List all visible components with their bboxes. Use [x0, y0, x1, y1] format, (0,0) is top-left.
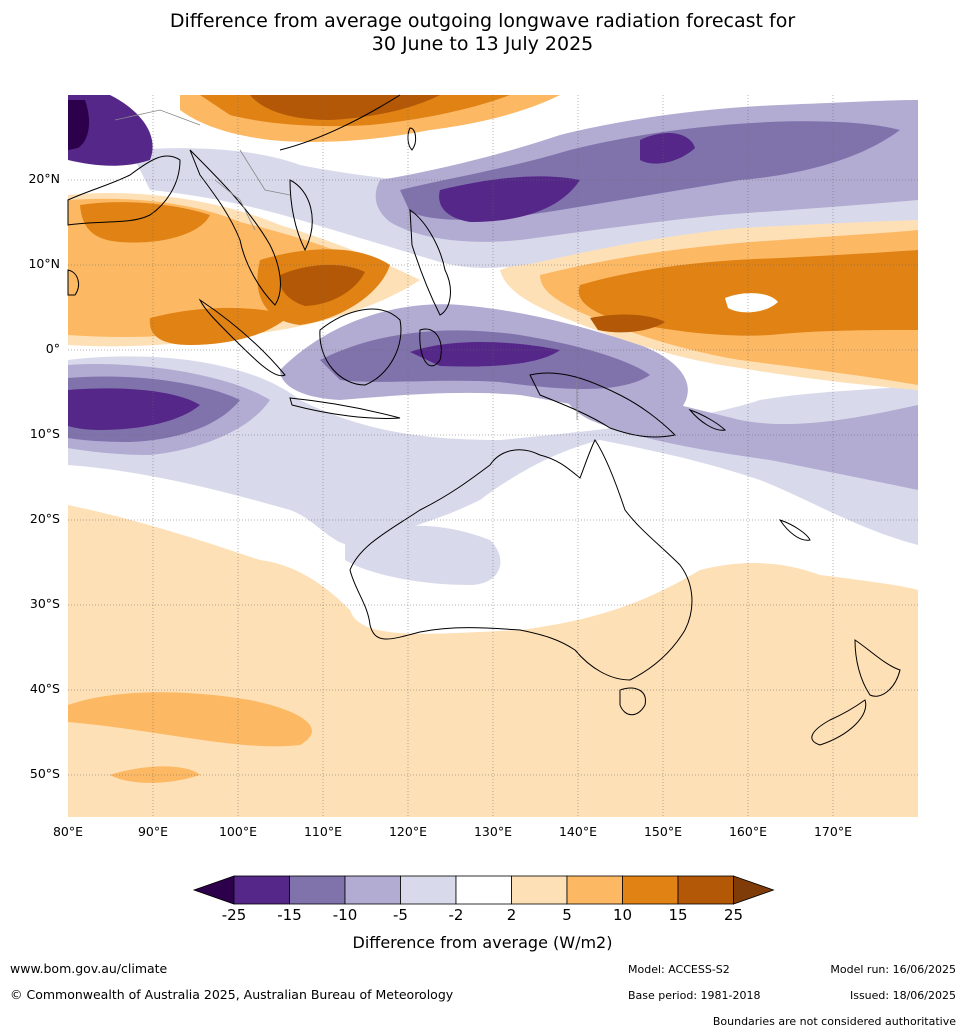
new-zealand-coastline: [811, 639, 901, 746]
northwest-positive-strongest: [250, 95, 440, 120]
java-coastline: [289, 397, 401, 419]
colorbar-tick: -10: [332, 906, 358, 924]
colorbar: [192, 875, 775, 905]
lat-label-30s: 30°S: [29, 596, 60, 611]
lon-label-120e: 120°E: [388, 824, 427, 839]
north-negative-strongest: [439, 133, 695, 222]
southern-positive-patch: [68, 692, 312, 747]
sri-lanka-coastline: [67, 269, 79, 296]
country-borders: [114, 109, 578, 420]
pacific-neutral-hole: [725, 293, 778, 313]
colorbar-cell-1: [233, 875, 290, 905]
colorbar-tick: 5: [562, 906, 572, 924]
lat-label-40s: 40°S: [29, 681, 60, 696]
model-name: Model: ACCESS-S2: [628, 963, 730, 976]
map-gridlines: [68, 95, 918, 817]
colorbar-tick: 10: [612, 906, 633, 924]
lat-label-20s: 20°S: [29, 511, 60, 526]
model-run-date: Model run: 16/06/2025: [830, 963, 956, 976]
indochina-borders: [114, 109, 291, 231]
colorbar-max-arrow: [733, 875, 775, 905]
china-coast: [279, 94, 401, 151]
solomon-coastline: [688, 408, 727, 431]
southern-positive-patch-2: [110, 766, 200, 783]
coastlines: [67, 94, 901, 746]
lat-label-10n: 10°N: [28, 256, 60, 271]
title-line-1: Difference from average outgoing longwav…: [169, 10, 796, 32]
lon-label-90e: 90°E: [137, 824, 169, 839]
northwest-negative-corner: [68, 95, 153, 166]
lon-label-80e: 80°E: [52, 824, 84, 839]
australia-coastline: [349, 439, 693, 681]
issued-date: Issued: 18/06/2025: [849, 989, 956, 1002]
colorbar-cell-3: [344, 875, 401, 905]
north-positive-strongest: [279, 264, 665, 333]
boundaries-disclaimer: Boundaries are not considered authoritat…: [712, 1015, 956, 1028]
north-positive-mid: [68, 198, 918, 385]
website-link[interactable]: www.bom.gov.au/climate: [10, 961, 168, 976]
lat-label-0: 0°: [45, 341, 60, 356]
new-caledonia-coastline: [778, 519, 811, 541]
colorbar-cell-5: [455, 875, 512, 905]
colorbar-tick: 2: [506, 906, 517, 924]
colorbar-tick: -2: [448, 906, 464, 924]
south-australia-negative-patch: [345, 525, 501, 585]
india-coastline: [67, 155, 181, 226]
new-guinea-coastline: [529, 372, 677, 438]
lat-label-50s: 50°S: [29, 766, 60, 781]
lon-label-150e: 150°E: [643, 824, 682, 839]
colorbar-cell-7: [566, 875, 623, 905]
base-period: Base period: 1981-2018: [628, 989, 761, 1002]
colorbar-cell-2: [289, 875, 346, 905]
colorbar-cell-6: [511, 875, 568, 905]
copyright-text: © Commonwealth of Australia 2025, Austra…: [10, 987, 454, 1002]
colorbar-cell-8: [622, 875, 679, 905]
sumatra-coastline: [198, 298, 286, 377]
colorbar-tick: 15: [668, 906, 688, 924]
lat-label-20n: 20°N: [28, 171, 60, 186]
sulawesi-coastline: [419, 328, 442, 367]
tasmania-coastline: [619, 687, 646, 716]
lon-label-160e: 160°E: [728, 824, 767, 839]
south-tropical-negative-band: [68, 356, 918, 546]
map-title: Difference from average outgoing longwav…: [0, 10, 965, 56]
lon-label-170e: 170°E: [813, 824, 852, 839]
lon-label-130e: 130°E: [473, 824, 512, 839]
south-tropical-mid-band: [68, 364, 918, 490]
colorbar-tick: 25: [723, 906, 744, 924]
colorbar-tick: -5: [393, 906, 408, 924]
indochina-coastline: [189, 149, 313, 306]
lon-label-110e: 110°E: [303, 824, 342, 839]
colorbar-min-arrow: [192, 875, 235, 905]
colorbar-tick: -15: [277, 906, 302, 924]
northwest-negative-darkest: [68, 100, 90, 150]
borneo-coastline: [319, 308, 402, 386]
colorbar-cell-9: [677, 875, 734, 905]
lon-label-100e: 100°E: [218, 824, 257, 839]
colorbar-cell-4: [400, 875, 457, 905]
title-line-2: 30 June to 13 July 2025: [371, 33, 594, 55]
lat-label-10s: 10°S: [29, 426, 60, 441]
philippines-coastline: [409, 209, 451, 316]
south-tropical-strongest-patch: [68, 388, 200, 430]
north-positive-strong: [80, 202, 918, 345]
lon-label-140e: 140°E: [558, 824, 597, 839]
maritime-strong-region: [410, 342, 560, 367]
colorbar-label: Difference from average (W/m2): [352, 933, 613, 952]
colorbar-tick: -25: [221, 906, 247, 924]
